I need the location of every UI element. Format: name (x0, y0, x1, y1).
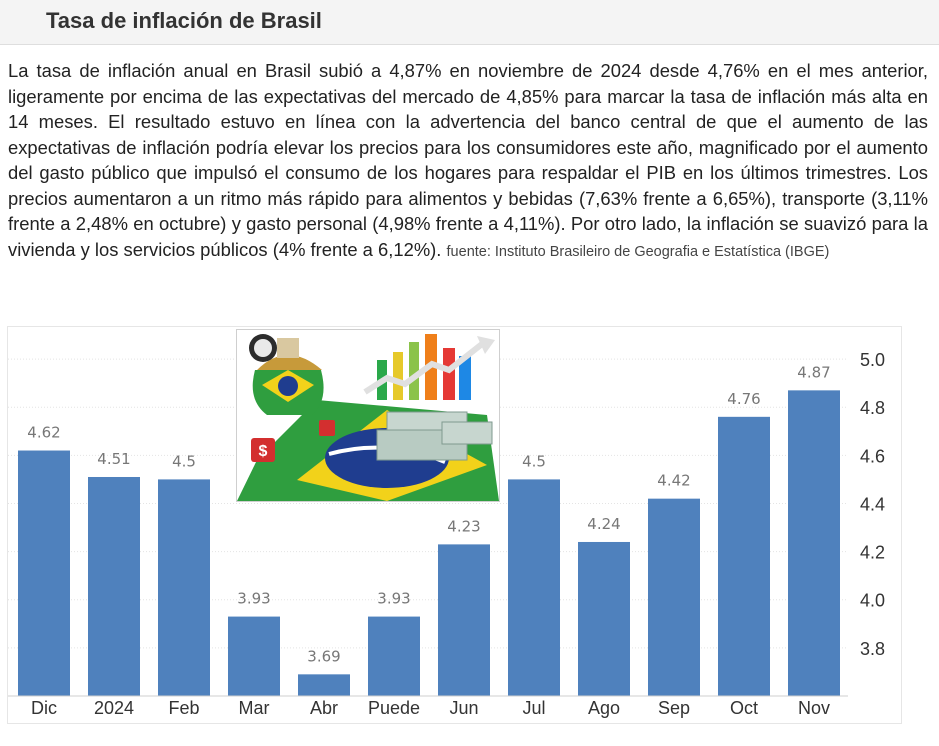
data-label: 4.76 (727, 390, 760, 408)
x-tick-label: Sep (658, 698, 690, 718)
chart-frame (7, 326, 902, 724)
data-label: 4.42 (657, 472, 690, 490)
x-tick-label: Feb (168, 698, 199, 718)
bar (648, 498, 700, 696)
data-label: 3.69 (307, 647, 340, 665)
bar (438, 544, 490, 696)
x-tick-label: Dic (31, 698, 57, 718)
x-tick-label: Mar (239, 698, 270, 718)
x-tick-label: Abr (310, 698, 338, 718)
y-tick-label: 4.8 (860, 398, 885, 418)
page-title: Tasa de inflación de Brasil (46, 8, 322, 33)
data-label: 4.5 (522, 452, 546, 470)
data-label: 4.23 (447, 517, 480, 535)
bar (228, 616, 280, 696)
data-label: 4.87 (797, 363, 830, 381)
bar (508, 479, 560, 696)
y-tick-label: 4.4 (860, 494, 885, 514)
x-tick-label: Oct (730, 698, 758, 718)
bar (88, 476, 140, 696)
description-paragraph: La tasa de inflación anual en Brasil sub… (8, 58, 928, 265)
x-tick-label: Nov (798, 698, 830, 718)
y-tick-label: 4.6 (860, 446, 885, 466)
bar (158, 479, 210, 696)
bar (368, 616, 420, 696)
x-tick-label: Puede (368, 698, 420, 718)
x-tick-label: 2024 (94, 698, 134, 718)
data-label: 4.51 (97, 450, 130, 468)
bar (788, 390, 840, 696)
bar (298, 674, 350, 696)
y-tick-label: 4.0 (860, 591, 885, 611)
x-tick-label: Ago (588, 698, 620, 718)
data-label: 4.24 (587, 515, 620, 533)
brazil-inflation-photo: $ (236, 329, 500, 502)
bar (18, 450, 70, 696)
svg-text:$: $ (259, 443, 268, 460)
source-note: fuente: Instituto Brasileiro de Geografi… (446, 243, 830, 260)
y-tick-label: 4.2 (860, 543, 885, 563)
bar (718, 416, 770, 696)
brazil-flag-money-illustration: $ (237, 330, 499, 501)
title-bar: Tasa de inflación de Brasil (0, 0, 939, 45)
x-tick-label: Jul (522, 698, 545, 718)
data-label: 3.93 (377, 590, 410, 608)
data-label: 3.93 (237, 590, 270, 608)
y-tick-label: 5.0 (860, 350, 885, 370)
bar (578, 541, 630, 696)
x-tick-label: Jun (449, 698, 478, 718)
data-label: 4.62 (27, 424, 60, 442)
data-label: 4.5 (172, 452, 196, 470)
description-text: La tasa de inflación anual en Brasil sub… (8, 60, 928, 260)
y-tick-label: 3.8 (860, 639, 885, 659)
